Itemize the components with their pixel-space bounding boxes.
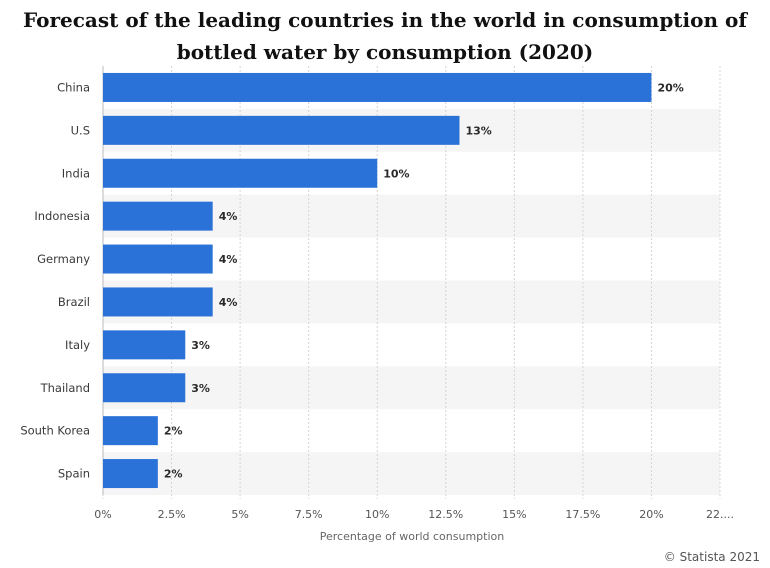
category-label: India (62, 166, 90, 180)
category-label: U.S (71, 123, 90, 137)
category-label: China (57, 80, 90, 94)
x-tick-label: 5% (231, 508, 248, 521)
value-label: 2% (164, 468, 183, 481)
chart-title: Forecast of the leading countries in the… (0, 4, 770, 68)
row-stripe (103, 366, 720, 410)
value-label: 2% (164, 425, 183, 438)
x-tick-label: 10% (365, 508, 389, 521)
category-label: Italy (65, 338, 90, 352)
value-label: 20% (657, 81, 683, 94)
x-tick-label: 12.5% (428, 508, 463, 521)
value-label: 4% (219, 253, 238, 266)
x-tick-label: 15% (502, 508, 526, 521)
row-stripe (103, 452, 720, 495)
value-label: 3% (191, 339, 210, 352)
category-label: Spain (58, 467, 90, 481)
bar (103, 459, 158, 489)
value-label: 3% (191, 382, 210, 395)
statista-credit: © Statista 2021 (663, 550, 760, 564)
bar (103, 330, 186, 360)
x-tick-label: 7.5% (295, 508, 323, 521)
bar (103, 201, 213, 231)
chart-title-line-2: bottled water by consumption (2020) (176, 40, 594, 64)
x-tick-label: 0% (94, 508, 111, 521)
value-label: 4% (219, 296, 238, 309)
bar (103, 158, 378, 188)
x-tick-label: 2.5% (158, 508, 186, 521)
category-label: Thailand (40, 381, 90, 395)
x-tick-label: 17.5% (565, 508, 600, 521)
chart-title-line-1: Forecast of the leading countries in the… (23, 8, 747, 32)
x-tick-label: 20% (639, 508, 663, 521)
category-label: Indonesia (34, 209, 90, 223)
bar (103, 416, 158, 446)
bar (103, 72, 652, 102)
x-tick-label: 22.... (706, 508, 734, 521)
bar (103, 287, 213, 317)
value-label: 13% (465, 124, 491, 137)
bar (103, 115, 460, 145)
category-label: Brazil (58, 295, 90, 309)
bar (103, 244, 213, 274)
category-label: Germany (37, 252, 90, 266)
value-label: 4% (219, 210, 238, 223)
category-label: South Korea (20, 424, 90, 438)
bar (103, 373, 186, 403)
x-axis-title: Percentage of world consumption (320, 530, 505, 543)
value-label: 10% (383, 167, 409, 180)
